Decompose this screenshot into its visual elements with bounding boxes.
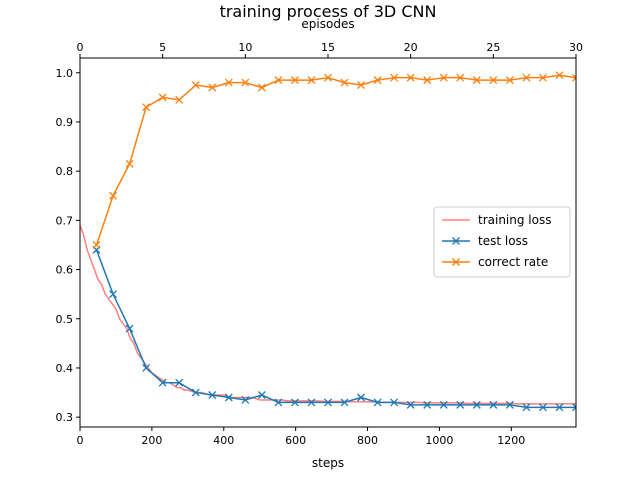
x-tick-label: 800 <box>357 434 378 447</box>
data-point <box>489 400 498 409</box>
data-point <box>406 400 415 409</box>
legend: training loss test loss correct rate <box>433 206 571 278</box>
data-point <box>373 398 382 407</box>
x-tick-label: 1000 <box>425 434 453 447</box>
data-point <box>390 398 399 407</box>
data-point <box>125 324 134 333</box>
data-point <box>456 400 465 409</box>
data-point <box>307 398 316 407</box>
y-tick-label: 0.6 <box>56 264 74 277</box>
data-point <box>158 378 167 387</box>
data-point <box>158 93 167 102</box>
data-point <box>142 103 151 112</box>
data-point <box>208 83 217 92</box>
data-point <box>472 76 481 85</box>
data-point <box>572 403 576 412</box>
y-tick-label: 0.9 <box>56 116 74 129</box>
data-point <box>555 71 564 80</box>
data-point <box>290 76 299 85</box>
series-line-test-loss <box>95 249 576 409</box>
data-point <box>142 364 151 372</box>
legend-marker <box>452 237 460 245</box>
data-point <box>224 393 233 402</box>
x2-tick-label: 0 <box>77 41 84 54</box>
data-point <box>324 398 332 407</box>
y-tick-label: 0.4 <box>56 362 74 375</box>
series-test-loss <box>92 245 576 412</box>
y-tick-label: 1.0 <box>56 67 74 80</box>
top-axis-label: episodes <box>301 17 354 31</box>
data-point <box>357 393 366 402</box>
data-point <box>538 73 547 82</box>
data-point <box>290 398 299 407</box>
data-point <box>241 78 250 87</box>
x2-tick-label: 5 <box>159 41 166 54</box>
data-point <box>340 398 349 407</box>
data-point <box>125 159 134 168</box>
data-point <box>522 403 531 412</box>
x-tick-label: 0 <box>77 434 84 447</box>
y-tick-label: 0.3 <box>56 411 74 424</box>
chart-title: training process of 3D CNN <box>220 2 437 21</box>
data-point <box>274 76 283 85</box>
plot-area <box>80 71 576 412</box>
data-point <box>191 388 200 397</box>
data-point <box>423 400 432 409</box>
legend-box <box>433 206 571 278</box>
data-point <box>472 400 481 409</box>
data-point <box>373 76 382 85</box>
data-point <box>109 191 118 200</box>
legend-entry-label: training loss <box>478 213 551 227</box>
legend-marker <box>452 258 460 266</box>
data-point <box>208 391 217 399</box>
legend-entry-label: correct rate <box>478 255 548 269</box>
data-point <box>340 78 349 87</box>
x2-tick-label: 15 <box>321 41 335 54</box>
data-point <box>324 73 332 82</box>
series-correct-rate <box>92 71 576 249</box>
data-point <box>224 78 233 87</box>
legend-entry-label: test loss <box>478 234 528 248</box>
data-point <box>406 73 415 82</box>
y-tick-label: 0.8 <box>56 165 74 178</box>
data-point <box>175 95 184 104</box>
data-point <box>439 73 448 82</box>
data-point <box>572 73 576 82</box>
data-point <box>257 83 266 92</box>
bottom-axis-label: steps <box>312 456 344 470</box>
x-tick-label: 1200 <box>497 434 525 447</box>
data-point <box>489 76 498 85</box>
y-tick-label: 0.7 <box>56 214 74 227</box>
data-point <box>257 391 266 399</box>
data-point <box>522 73 531 82</box>
data-point <box>175 378 184 387</box>
x-tick-label: 200 <box>141 434 162 447</box>
x2-tick-label: 20 <box>404 41 418 54</box>
x2-tick-label: 30 <box>569 41 583 54</box>
x-tick-label: 600 <box>285 434 306 447</box>
data-point <box>357 81 366 90</box>
data-point <box>439 400 448 409</box>
data-point <box>274 398 283 407</box>
x2-tick-label: 10 <box>238 41 252 54</box>
data-point <box>505 400 514 409</box>
data-point <box>191 81 200 90</box>
x2-tick-label: 25 <box>486 41 500 54</box>
data-point <box>538 403 547 412</box>
y-tick-label: 0.5 <box>56 313 74 326</box>
data-point <box>241 395 250 404</box>
data-point <box>423 76 432 85</box>
series-line-correct-rate <box>95 74 576 246</box>
data-point <box>92 241 101 249</box>
data-point <box>390 73 399 82</box>
data-point <box>307 76 316 85</box>
axes: 0 200 400 600 800 1000 1200 0 5 10 15 20 25 30 0.3 0.4 0… <box>56 41 584 447</box>
data-point <box>505 76 514 85</box>
data-point <box>456 73 465 82</box>
data-point <box>555 403 564 412</box>
x-tick-label: 400 <box>213 434 234 447</box>
data-point <box>109 290 118 299</box>
